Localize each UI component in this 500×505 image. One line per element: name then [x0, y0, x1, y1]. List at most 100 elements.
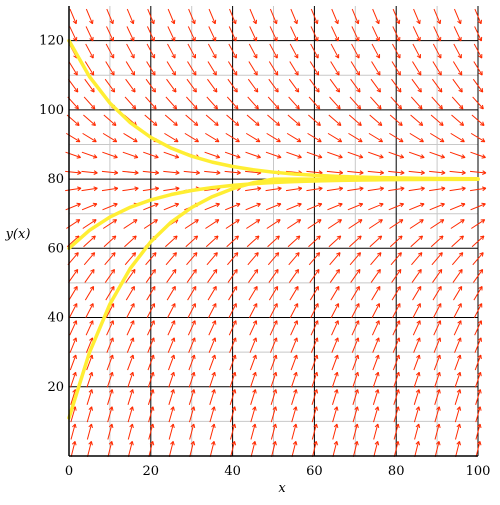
field-arrow [289, 79, 298, 92]
field-arrow [86, 321, 93, 336]
field-arrow [327, 187, 343, 191]
field-arrow [210, 441, 215, 457]
field-arrow [210, 372, 216, 387]
field-arrow [373, 9, 380, 24]
field-arrow [66, 152, 81, 158]
field-arrow [246, 203, 261, 209]
field-arrow [66, 203, 81, 209]
field-arrow [246, 220, 259, 229]
y-tick-label: 40 [47, 311, 64, 326]
x-tick-label: 20 [143, 464, 160, 479]
field-arrow [394, 441, 399, 457]
field-arrow [246, 152, 261, 158]
field-arrow [122, 187, 138, 191]
field-arrow [250, 338, 257, 353]
field-arrow [84, 253, 94, 265]
field-arrow [124, 236, 136, 247]
field-arrow [368, 203, 383, 209]
field-arrow [231, 441, 236, 457]
field-arrow [327, 152, 342, 158]
field-arrow [205, 152, 220, 158]
field-arrow [128, 390, 134, 405]
field-arrow [332, 372, 338, 387]
field-arrow [127, 321, 134, 336]
field-arrow [71, 441, 76, 457]
field-arrow [209, 338, 216, 353]
field-arrow [245, 187, 261, 191]
field-arrow [291, 9, 298, 24]
field-arrow [331, 26, 338, 40]
field-arrow [290, 286, 298, 300]
field-arrow [165, 236, 177, 247]
field-arrow [452, 253, 462, 265]
field-arrow [368, 171, 384, 175]
x-tick-label: 0 [65, 464, 73, 479]
field-arrow [83, 133, 97, 141]
field-arrow [209, 355, 215, 370]
field-arrow [409, 152, 424, 158]
field-arrow [373, 372, 379, 387]
field-arrow [168, 355, 174, 370]
field-arrow [82, 152, 97, 158]
field-arrow [450, 152, 465, 158]
field-arrow [414, 355, 420, 370]
field-arrow [292, 441, 297, 457]
field-arrow [249, 61, 257, 75]
field-arrow [370, 236, 382, 247]
field-arrow [164, 133, 178, 141]
field-arrow [332, 321, 339, 336]
field-arrow [208, 44, 216, 58]
field-arrow [372, 304, 379, 318]
field-arrow [249, 304, 256, 318]
field-arrow [290, 61, 298, 75]
field-arrow [84, 97, 95, 109]
field-arrow [65, 187, 81, 191]
field-arrow [452, 236, 464, 247]
field-arrow [87, 441, 92, 457]
field-arrow [168, 338, 175, 353]
field-arrow [371, 79, 380, 92]
field-arrow [372, 44, 380, 58]
field-arrow [87, 372, 93, 387]
grid-layer [69, 6, 478, 456]
field-arrow [128, 355, 134, 370]
field-arrow [291, 321, 298, 336]
field-arrow [372, 26, 379, 40]
field-arrow [81, 171, 97, 175]
field-arrow [450, 171, 466, 175]
field-arrow [288, 115, 300, 125]
field-arrow [333, 424, 338, 439]
x-tick-label: 80 [388, 464, 405, 479]
field-arrow [414, 338, 421, 353]
field-arrow [455, 424, 460, 439]
y-tick-label: 100 [39, 103, 64, 118]
y-tick-label: 60 [47, 241, 64, 256]
field-arrow [248, 253, 258, 265]
field-arrow [451, 220, 464, 229]
field-arrow [163, 187, 179, 191]
x-tick-label: 40 [224, 464, 241, 479]
field-arrow [124, 220, 137, 229]
field-arrow [69, 61, 77, 75]
field-arrow [206, 115, 218, 125]
field-arrow [127, 304, 134, 318]
field-arrow [455, 338, 462, 353]
field-arrow [168, 26, 175, 40]
field-arrow [415, 424, 420, 439]
field-arrow [84, 236, 96, 247]
field-arrow [287, 133, 301, 141]
field-arrow [163, 171, 179, 175]
field-arrow [292, 407, 297, 422]
field-arrow [328, 133, 342, 141]
field-arrow [126, 79, 135, 92]
field-arrow [70, 9, 77, 24]
field-arrow [205, 203, 220, 209]
field-arrow [251, 441, 256, 457]
field-arrow [70, 321, 77, 336]
field-arrow [209, 9, 216, 24]
field-arrow [456, 441, 461, 457]
field-arrow [330, 79, 339, 92]
field-arrow [333, 441, 338, 457]
field-arrow [411, 236, 423, 247]
